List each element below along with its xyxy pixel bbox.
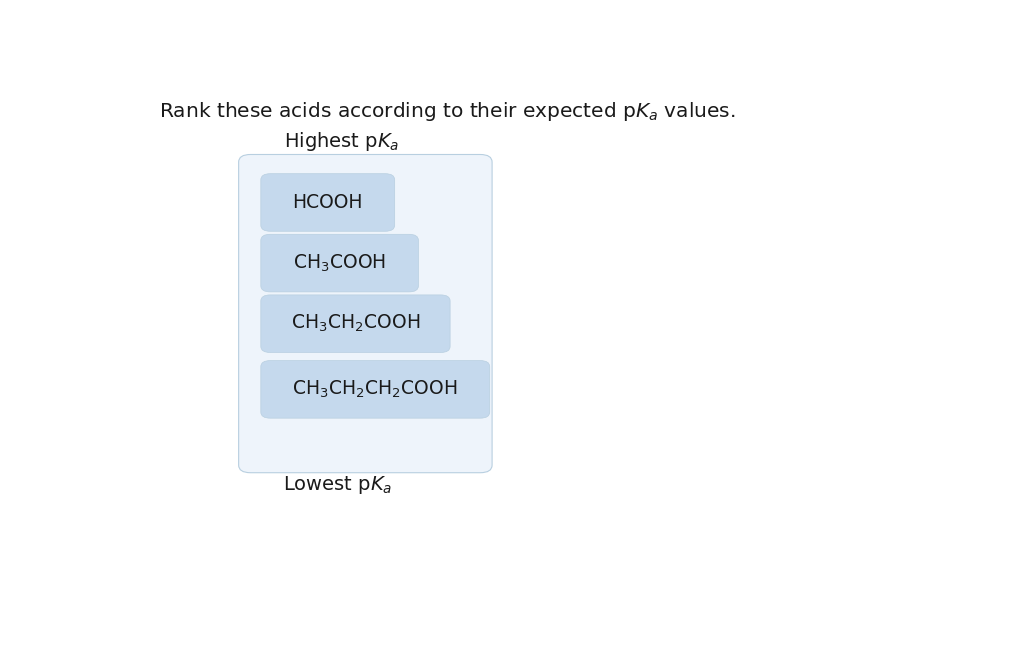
Text: CH$_3$CH$_2$CH$_2$COOH: CH$_3$CH$_2$CH$_2$COOH (292, 379, 458, 400)
FancyBboxPatch shape (239, 155, 493, 473)
FancyBboxPatch shape (261, 361, 490, 418)
FancyBboxPatch shape (261, 295, 450, 352)
Text: Rank these acids according to their expected p$K_a$ values.: Rank these acids according to their expe… (159, 100, 736, 123)
Text: Highest p$K_a$: Highest p$K_a$ (284, 131, 400, 154)
FancyBboxPatch shape (261, 234, 418, 292)
FancyBboxPatch shape (261, 174, 394, 232)
Text: Lowest p$K_a$: Lowest p$K_a$ (283, 474, 392, 497)
Text: CH$_3$CH$_2$COOH: CH$_3$CH$_2$COOH (290, 313, 420, 335)
Text: CH$_3$COOH: CH$_3$COOH (293, 253, 386, 274)
Text: HCOOH: HCOOH (292, 193, 363, 212)
